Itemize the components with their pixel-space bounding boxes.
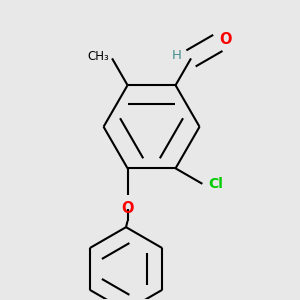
- Text: O: O: [121, 202, 134, 217]
- Text: H: H: [172, 49, 182, 62]
- Text: O: O: [219, 32, 232, 47]
- Text: Cl: Cl: [208, 177, 224, 191]
- Text: CH₃: CH₃: [87, 50, 109, 63]
